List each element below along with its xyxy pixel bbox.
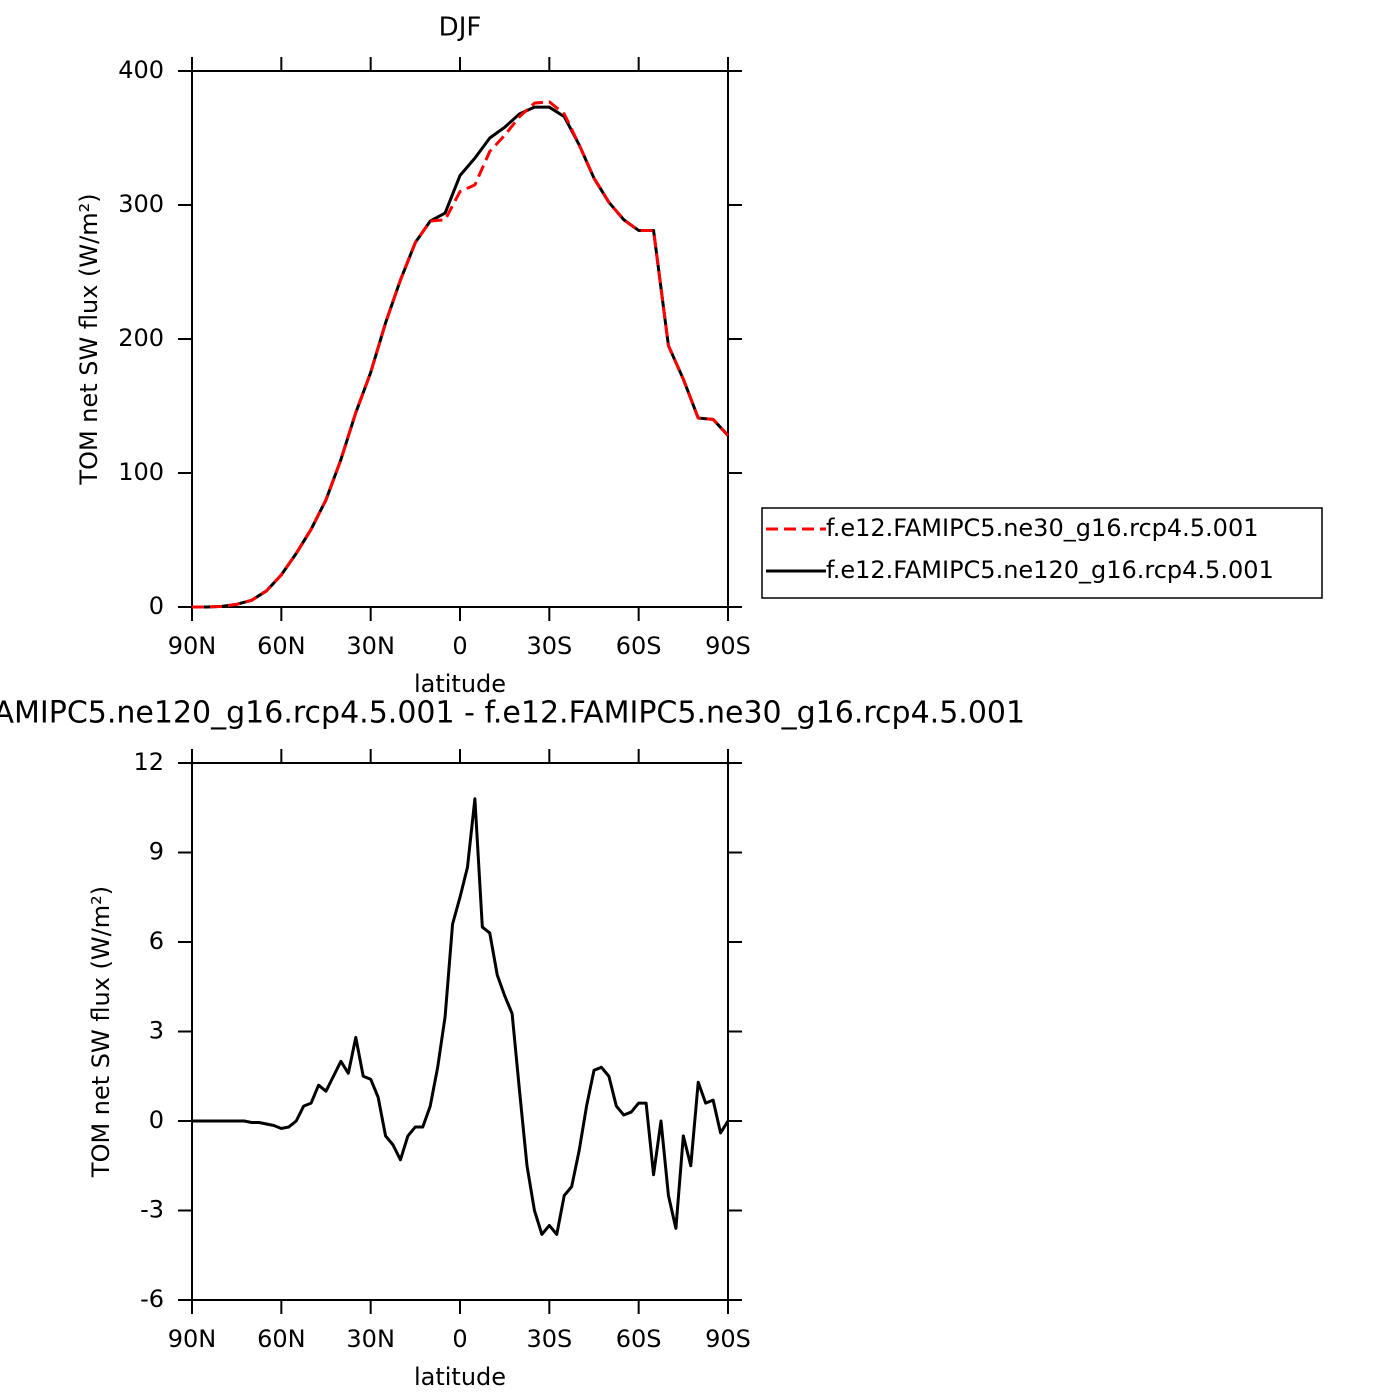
- chart-title: f.e12.FAMIPC5.ne120_g16.rcp4.5.001 - f.e…: [0, 696, 1025, 731]
- x-tick-label: 60S: [616, 1325, 662, 1353]
- x-tick-label: 0: [452, 632, 467, 660]
- y-tick-label: -6: [140, 1285, 164, 1313]
- y-tick-label: 300: [118, 190, 164, 218]
- y-tick-label: 6: [149, 927, 164, 955]
- y-tick-label: 200: [118, 324, 164, 352]
- data-line: [192, 105, 730, 609]
- x-tick-label: 60N: [257, 1325, 306, 1353]
- data-line: [192, 797, 730, 1236]
- legend-box: [761, 507, 1323, 599]
- x-tick-label: 90N: [168, 1325, 217, 1353]
- x-tick-label: 90S: [705, 632, 751, 660]
- x-tick-label: 60N: [257, 632, 306, 660]
- x-tick-label: 30N: [346, 1325, 395, 1353]
- x-tick-label: 30S: [526, 632, 572, 660]
- y-tick-label: 100: [118, 458, 164, 486]
- x-tick-label: 0: [452, 1325, 467, 1353]
- x-tick-label: 60S: [616, 632, 662, 660]
- y-tick-label: 0: [149, 1106, 164, 1134]
- y-tick-label: 12: [133, 748, 164, 776]
- y-tick-label: 0: [149, 592, 164, 620]
- plot-frame: [191, 70, 729, 608]
- x-tick-label: 90N: [168, 632, 217, 660]
- y-tick-label: -3: [140, 1196, 164, 1224]
- legend-label: f.e12.FAMIPC5.ne120_g16.rcp4.5.001: [826, 556, 1274, 584]
- x-tick-label: 90S: [705, 1325, 751, 1353]
- y-tick-label: 3: [149, 1017, 164, 1045]
- x-axis-label: latitude: [414, 1363, 506, 1391]
- plot-frame: [191, 762, 729, 1301]
- x-tick-label: 30S: [526, 1325, 572, 1353]
- legend-label: f.e12.FAMIPC5.ne30_g16.rcp4.5.001: [826, 514, 1259, 542]
- y-tick-label: 9: [149, 838, 164, 866]
- x-tick-label: 30N: [346, 632, 395, 660]
- y-axis-label: TOM net SW flux (W/m²): [87, 886, 115, 1178]
- y-axis-label: TOM net SW flux (W/m²): [75, 193, 103, 485]
- data-line: [192, 100, 730, 609]
- y-tick-label: 400: [118, 56, 164, 84]
- chart-title: DJF: [439, 13, 482, 43]
- x-axis-label: latitude: [414, 670, 506, 698]
